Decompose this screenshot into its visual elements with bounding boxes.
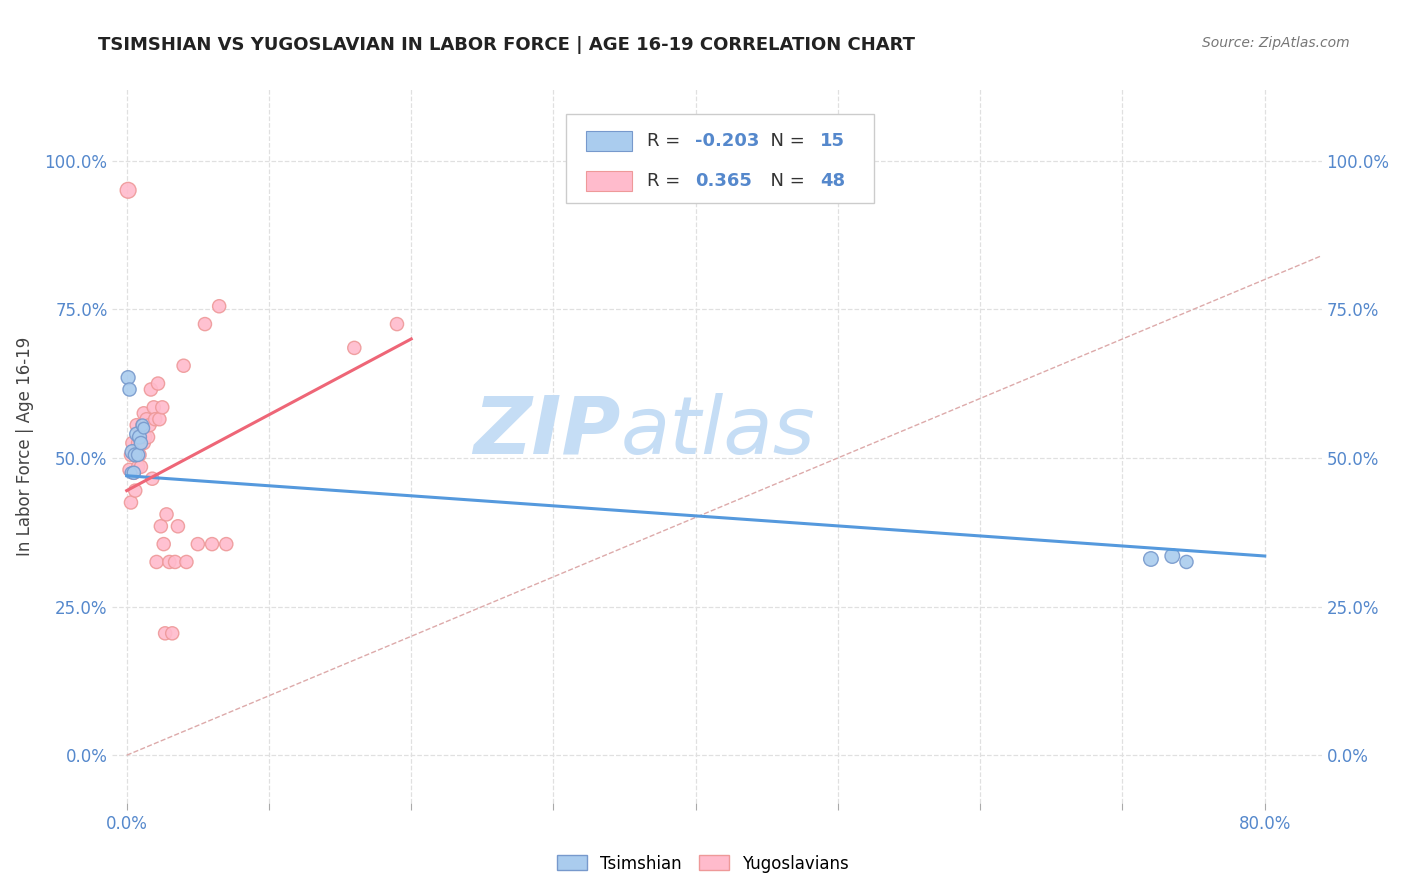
Point — [187, 537, 209, 551]
Text: ZIP: ZIP — [472, 392, 620, 471]
Text: TSIMSHIAN VS YUGOSLAVIAN IN LABOR FORCE | AGE 16-19 CORRELATION CHART: TSIMSHIAN VS YUGOSLAVIAN IN LABOR FORCE … — [98, 36, 915, 54]
Point — [1175, 555, 1198, 569]
Text: 48: 48 — [820, 172, 845, 190]
Point — [1161, 549, 1184, 563]
Text: N =: N = — [759, 172, 811, 190]
Point — [215, 537, 238, 551]
Point — [141, 472, 163, 486]
Point — [125, 448, 148, 462]
Text: atlas: atlas — [620, 392, 815, 471]
Point — [124, 483, 146, 498]
Point — [127, 448, 149, 462]
Text: 0.365: 0.365 — [696, 172, 752, 190]
Point — [139, 383, 162, 397]
Point — [122, 466, 145, 480]
Point — [128, 448, 150, 462]
Point — [121, 445, 143, 459]
Point — [118, 383, 141, 397]
Text: 15: 15 — [820, 132, 845, 150]
Point — [125, 427, 148, 442]
Point — [132, 421, 155, 435]
Point — [176, 555, 198, 569]
FancyBboxPatch shape — [586, 171, 633, 191]
Point — [131, 418, 153, 433]
Point — [1140, 552, 1163, 566]
Point — [145, 555, 167, 569]
Point — [146, 376, 169, 391]
Point — [120, 466, 142, 480]
Point — [122, 466, 145, 480]
Text: Source: ZipAtlas.com: Source: ZipAtlas.com — [1202, 36, 1350, 50]
Point — [153, 626, 176, 640]
Point — [118, 463, 141, 477]
Y-axis label: In Labor Force | Age 16-19: In Labor Force | Age 16-19 — [15, 336, 34, 556]
Point — [122, 466, 145, 480]
Point — [124, 448, 146, 462]
Point — [136, 430, 159, 444]
Point — [208, 299, 231, 313]
Point — [143, 412, 166, 426]
FancyBboxPatch shape — [586, 130, 633, 151]
Point — [201, 537, 224, 551]
Text: R =: R = — [647, 132, 686, 150]
Point — [121, 436, 143, 450]
Point — [134, 430, 156, 444]
Point — [343, 341, 366, 355]
Point — [142, 401, 165, 415]
Legend: Tsimshian, Yugoslavians: Tsimshian, Yugoslavians — [551, 848, 855, 880]
Point — [160, 626, 183, 640]
Point — [120, 448, 142, 462]
Point — [132, 406, 155, 420]
Point — [149, 519, 172, 533]
Point — [173, 359, 195, 373]
Point — [124, 448, 146, 462]
Point — [129, 459, 152, 474]
Point — [150, 401, 173, 415]
Text: -0.203: -0.203 — [696, 132, 759, 150]
Point — [135, 412, 157, 426]
Point — [120, 495, 142, 509]
Text: R =: R = — [647, 172, 692, 190]
Point — [117, 370, 139, 384]
Point — [157, 555, 180, 569]
Point — [129, 436, 152, 450]
Point — [132, 436, 155, 450]
Point — [152, 537, 174, 551]
Point — [167, 519, 190, 533]
Point — [138, 418, 160, 433]
Point — [127, 459, 149, 474]
Text: N =: N = — [759, 132, 811, 150]
Point — [127, 436, 149, 450]
FancyBboxPatch shape — [565, 114, 875, 203]
Point — [128, 430, 150, 444]
Point — [148, 412, 170, 426]
Point — [117, 183, 139, 197]
Point — [194, 317, 217, 331]
Point — [155, 508, 177, 522]
Point — [165, 555, 187, 569]
Point — [385, 317, 408, 331]
Point — [131, 418, 153, 433]
Point — [125, 418, 148, 433]
Point — [129, 436, 152, 450]
